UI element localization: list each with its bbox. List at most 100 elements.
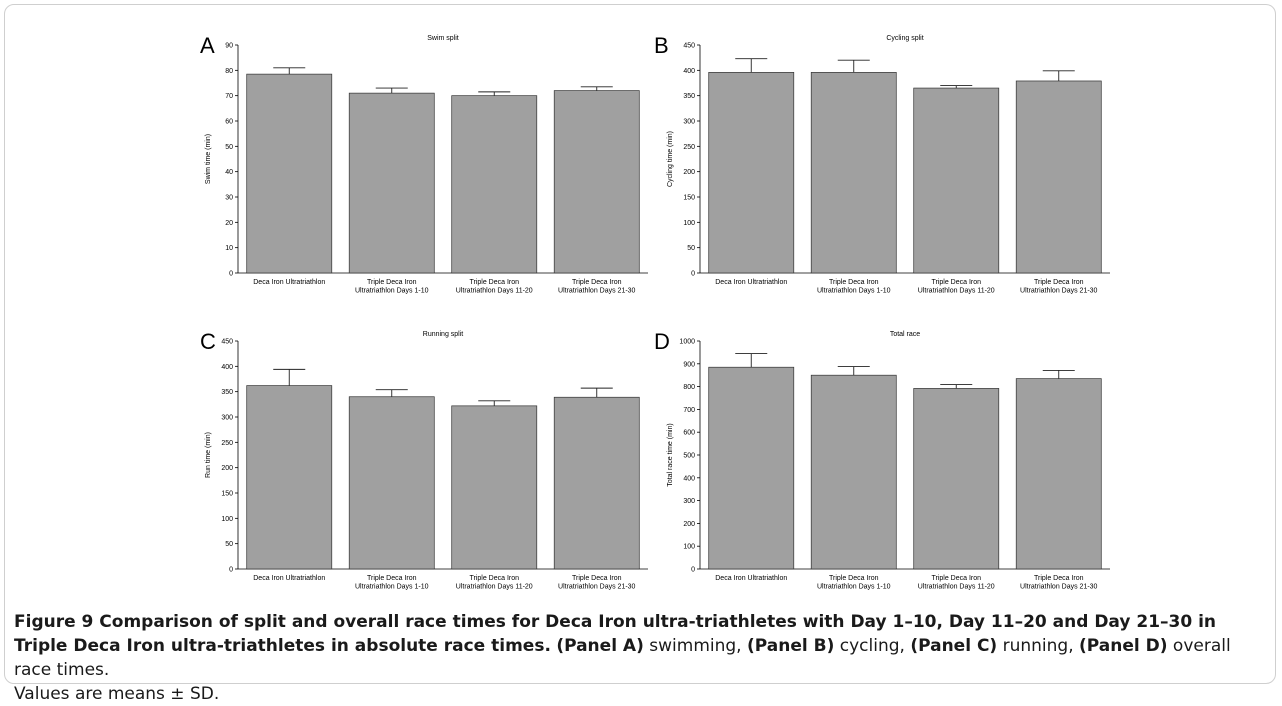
- y-tick-label: 10: [225, 245, 233, 252]
- y-tick-label: 300: [683, 119, 695, 126]
- y-tick-label: 20: [225, 220, 233, 227]
- y-tick-label: 100: [221, 516, 233, 523]
- x-category-label: Ultratriathlon Days 11-20: [918, 584, 995, 591]
- x-category-label: Ultratriathlon Days 1-10: [355, 288, 429, 295]
- x-category-label: Triple Deca Iron: [572, 279, 622, 286]
- y-tick-label: 200: [683, 521, 695, 528]
- bar: [451, 405, 538, 570]
- x-category-label: Triple Deca Iron: [931, 575, 981, 582]
- y-tick-label: 50: [225, 541, 233, 548]
- caption-label: Figure 9: [14, 612, 94, 632]
- y-tick-label: 600: [683, 430, 695, 437]
- x-category-label: Ultratriathlon Days 1-10: [817, 288, 891, 295]
- y-tick-label: 1000: [679, 339, 695, 346]
- x-category-label: Deca Iron Ultratriathlon: [715, 279, 787, 286]
- y-tick-label: 0: [691, 567, 695, 574]
- y-tick-label: 80: [225, 68, 233, 75]
- caption-text-c: running,: [997, 636, 1080, 656]
- bar: [553, 396, 640, 570]
- y-axis-label: Swim time (min): [205, 134, 212, 184]
- y-tick-label: 250: [221, 440, 233, 447]
- panel-d: D Total race Total race time (min) 0 100 200 3…: [654, 329, 1110, 591]
- bar: [810, 72, 897, 274]
- x-category-label: Triple Deca Iron: [367, 279, 417, 286]
- x-category-label: Ultratriathlon Days 11-20: [456, 288, 533, 295]
- bar: [810, 374, 897, 570]
- y-tick-label: 50: [687, 245, 695, 252]
- caption-title: Comparison of split and overall race tim…: [14, 612, 1217, 656]
- caption-text-a: swimming,: [643, 636, 747, 656]
- bar: [348, 396, 435, 570]
- y-tick-label: 900: [683, 361, 695, 368]
- caption-panel-a: (Panel A): [556, 636, 644, 656]
- bar: [913, 87, 1000, 274]
- x-category-label: Ultratriathlon Days 21-30: [1020, 584, 1098, 591]
- chart-title: Cycling split: [886, 35, 923, 42]
- x-category-label: Deca Iron Ultratriathlon: [253, 575, 325, 582]
- y-tick-label: 300: [221, 415, 233, 422]
- y-tick-label: 0: [229, 271, 233, 278]
- y-tick-label: 150: [221, 491, 233, 498]
- x-category-label: Ultratriathlon Days 21-30: [558, 584, 636, 591]
- panel-a: A Swim split Swim time (min) 0 10 20 30 40 50 60 7…: [200, 33, 648, 295]
- y-tick-label: 200: [683, 169, 695, 176]
- y-tick-label: 0: [229, 567, 233, 574]
- y-tick-label: 30: [225, 195, 233, 202]
- x-category-label: Triple Deca Iron: [1034, 575, 1084, 582]
- bar: [553, 90, 640, 274]
- x-category-label: Ultratriathlon Days 11-20: [918, 288, 995, 295]
- y-tick-label: 50: [225, 144, 233, 151]
- bar: [246, 73, 333, 274]
- x-category-label: Ultratriathlon Days 1-10: [817, 584, 891, 591]
- bar: [451, 95, 538, 274]
- x-category-label: Triple Deca Iron: [829, 575, 879, 582]
- x-category-label: Triple Deca Iron: [469, 575, 519, 582]
- bar: [1015, 80, 1102, 274]
- bar: [1015, 378, 1102, 570]
- bar: [708, 366, 795, 570]
- panel-c: C Running split Run time (min) 0 50 100 150 200…: [200, 329, 648, 591]
- y-tick-label: 60: [225, 119, 233, 126]
- x-category-label: Ultratriathlon Days 1-10: [355, 584, 429, 591]
- x-category-label: Deca Iron Ultratriathlon: [253, 279, 325, 286]
- y-tick-label: 450: [221, 339, 233, 346]
- y-tick-label: 800: [683, 384, 695, 391]
- y-tick-label: 400: [683, 68, 695, 75]
- x-category-label: Triple Deca Iron: [931, 279, 981, 286]
- y-tick-label: 150: [683, 195, 695, 202]
- x-category-label: Triple Deca Iron: [367, 575, 417, 582]
- y-tick-label: 100: [683, 544, 695, 551]
- x-category-label: Ultratriathlon Days 21-30: [558, 288, 636, 295]
- bar: [913, 388, 1000, 570]
- y-axis-label: Cycling time (min): [667, 131, 674, 187]
- x-category-label: Triple Deca Iron: [469, 279, 519, 286]
- x-category-label: Deca Iron Ultratriathlon: [715, 575, 787, 582]
- y-tick-label: 350: [221, 389, 233, 396]
- y-axis-label: Run time (min): [205, 432, 212, 478]
- y-tick-label: 200: [221, 465, 233, 472]
- panel-letter: A: [200, 33, 215, 58]
- y-tick-label: 40: [225, 169, 233, 176]
- figure-panels: A Swim split Swim time (min) 0 10 20 30 40 50 60 7…: [200, 33, 1110, 591]
- panel-letter: C: [200, 329, 216, 354]
- bar: [348, 92, 435, 274]
- x-category-label: Triple Deca Iron: [829, 279, 879, 286]
- y-tick-label: 250: [683, 144, 695, 151]
- panel-b: B Cycling split Cycling time (min) 0 50 100 15…: [654, 33, 1110, 295]
- y-tick-label: 0: [691, 271, 695, 278]
- y-tick-label: 300: [683, 498, 695, 505]
- caption-text-b: cycling,: [834, 636, 911, 656]
- bar: [246, 385, 333, 570]
- y-tick-label: 70: [225, 93, 233, 100]
- y-axis-label: Total race time (min): [667, 423, 674, 486]
- x-category-label: Triple Deca Iron: [1034, 279, 1084, 286]
- bar: [708, 72, 795, 274]
- y-tick-label: 90: [225, 43, 233, 50]
- caption-text-d: overall race times.: [14, 636, 1231, 680]
- panel-letter: B: [654, 33, 669, 58]
- caption-panel-b: (Panel B): [746, 636, 835, 656]
- caption-panel-d: (Panel D): [1079, 636, 1168, 656]
- figure-caption: Figure 9 Comparison of split and overall…: [14, 610, 1266, 706]
- y-tick-label: 350: [683, 93, 695, 100]
- y-tick-label: 100: [683, 220, 695, 227]
